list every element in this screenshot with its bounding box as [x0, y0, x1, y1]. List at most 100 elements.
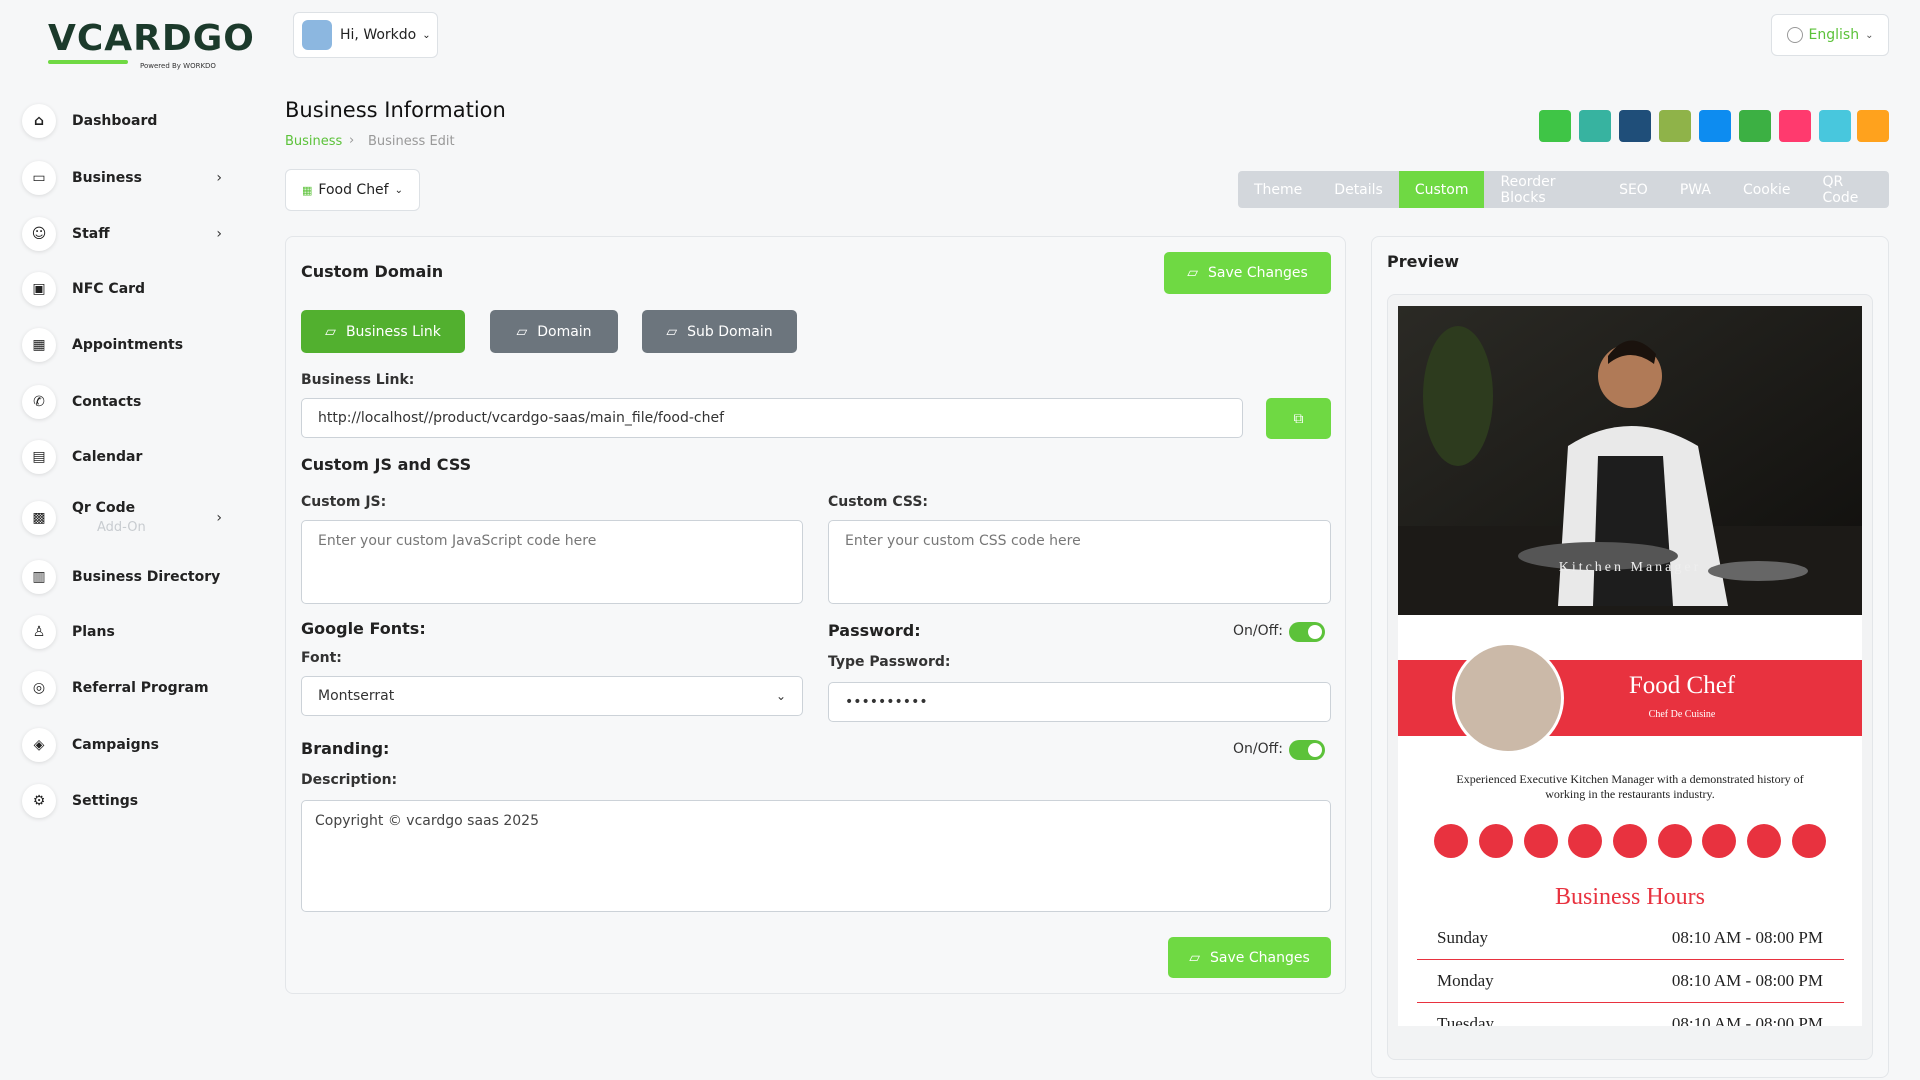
logo-underline — [48, 60, 128, 64]
page-title: Business Information — [285, 98, 506, 122]
logo-tagline: Powered By WORKDO — [140, 62, 216, 70]
menu-item[interactable]: ▦ Appointments — [22, 325, 252, 365]
menu-item[interactable]: ▩ Qr Code › — [22, 498, 252, 538]
hours-day: Monday — [1437, 971, 1494, 990]
menu-item[interactable]: ⌂ Dashboard — [22, 101, 252, 141]
menu-label: Staff — [72, 226, 110, 242]
analytics-button[interactable] — [1619, 110, 1651, 142]
toggle-label: On/Off: — [1233, 623, 1283, 639]
language: English — [1808, 27, 1860, 43]
domain-option[interactable]: ▱ Domain — [490, 310, 618, 353]
font-select[interactable]: Montserrat ⌄ — [301, 676, 803, 716]
business-link-input[interactable]: http://localhost//product/vcardgo-saas/m… — [301, 398, 1243, 438]
tab[interactable]: SEO — [1619, 181, 1648, 198]
hours-day: Tuesday — [1437, 1014, 1494, 1026]
profile-avatar — [1452, 642, 1564, 754]
hours-time: 08:10 AM - 08:00 PM — [1671, 928, 1823, 947]
button-label: Business Link — [345, 323, 441, 340]
hours-time: 08:10 AM - 08:00 PM — [1671, 971, 1823, 990]
save-button[interactable]: ▱ Save Changes — [1164, 252, 1331, 294]
hours-time: 08:10 AM - 08:00 PM — [1671, 1014, 1823, 1026]
hours-title: Business Hours — [1554, 884, 1705, 910]
social-icons — [1434, 824, 1826, 858]
delete-button[interactable] — [1779, 110, 1811, 142]
field-label: Description: — [301, 772, 398, 788]
field-label: Font: — [301, 650, 342, 666]
menu-item[interactable]: ◈ Campaigns — [22, 725, 252, 765]
section-title: Custom JS and CSS — [301, 455, 472, 474]
domain-option-active[interactable]: ▱ Business Link — [301, 310, 465, 353]
logo[interactable]: VCARDGO — [48, 18, 255, 59]
tab[interactable]: Reorder Blocks — [1500, 173, 1556, 206]
divider — [1417, 1002, 1844, 1003]
menu-label: Business Directory — [72, 569, 221, 585]
tab[interactable]: Cookie — [1742, 181, 1791, 198]
description-input[interactable]: Copyright © vcardgo saas 2025 — [301, 800, 1331, 912]
menu-label: NFC Card — [72, 281, 146, 297]
tab[interactable]: PWA — [1679, 181, 1711, 198]
profile-bio: Experienced Executive Kitchen Manager wi… — [1456, 772, 1804, 801]
business-name: Food Chef — [318, 182, 389, 198]
button-label: Save Changes — [1210, 949, 1310, 966]
vcard-preview: Kitchen Manager Food Chef Chef De Cuisin… — [1398, 306, 1862, 1026]
hours-day: Sunday — [1437, 928, 1488, 947]
avatar — [302, 20, 332, 50]
menu-item[interactable]: ⚙ Settings — [22, 781, 252, 821]
preview-title: Preview — [1387, 252, 1460, 271]
menu-label: Dashboard — [72, 113, 158, 129]
domain-option[interactable]: ▱ Sub Domain — [642, 310, 797, 353]
button-label: Sub Domain — [687, 323, 773, 340]
menu-label: Settings — [72, 793, 139, 809]
language-select[interactable]: English ⌄ — [1771, 14, 1889, 56]
menu-label: Plans — [72, 624, 115, 640]
custom-js-input[interactable]: Enter your custom JavaScript code here — [301, 520, 803, 604]
download-button[interactable] — [1819, 110, 1851, 142]
breadcrumb-current: Business Edit — [368, 134, 455, 149]
tab[interactable]: QR Code — [1822, 173, 1859, 206]
view-button[interactable] — [1857, 110, 1889, 142]
menu-item[interactable]: ▤ Calendar — [22, 437, 252, 477]
menu-label: Appointments — [72, 337, 184, 353]
menu-item[interactable]: ✆ Contacts — [22, 382, 252, 422]
field-label: Business Link: — [301, 372, 415, 388]
menu-label: Campaigns — [72, 737, 159, 753]
menu-item[interactable]: ▣ NFC Card — [22, 269, 252, 309]
section-title: Branding: — [301, 739, 390, 758]
whatsapp-button[interactable] — [1539, 110, 1571, 142]
menu-item[interactable]: ♙ Plans — [22, 612, 252, 652]
menu-label: Business — [72, 170, 142, 186]
business-select[interactable]: ▦ Food Chef ⌄ — [285, 169, 420, 211]
breadcrumb-link[interactable]: Business — [285, 134, 343, 149]
menu-item[interactable]: ☺ Staff › — [22, 214, 252, 254]
calendar-button[interactable] — [1659, 110, 1691, 142]
custom-css-input[interactable]: Enter your custom CSS code here — [828, 520, 1331, 604]
menu-item[interactable]: ◎ Referral Program — [22, 668, 252, 708]
profile-role: Chef De Cuisine — [1648, 709, 1716, 720]
font-value: Montserrat — [318, 688, 395, 704]
menu-label: Qr Code — [72, 500, 136, 516]
branding-toggle[interactable] — [1289, 740, 1325, 760]
menu-label: Referral Program — [72, 680, 209, 696]
user-menu[interactable]: Hi, Workdo ⌄ — [293, 12, 438, 58]
tab[interactable]: Details — [1334, 181, 1383, 198]
save-button[interactable]: ▱ Save Changes — [1168, 937, 1331, 978]
menu-item[interactable]: ▥ Business Directory — [22, 557, 252, 597]
hero-caption: Kitchen Manager — [1558, 560, 1702, 575]
password-input[interactable]: •••••••••• — [828, 682, 1331, 722]
password-toggle[interactable] — [1289, 622, 1325, 642]
hero-image — [1398, 306, 1862, 615]
qr-button[interactable] — [1699, 110, 1731, 142]
button-label: Domain — [537, 323, 592, 340]
menu-badge: Add-On — [97, 520, 146, 535]
section-title: Google Fonts: — [301, 619, 426, 638]
contact-button[interactable] — [1739, 110, 1771, 142]
copy-button[interactable]: ⧉ — [1266, 398, 1331, 439]
toggle-label: On/Off: — [1233, 741, 1283, 757]
menu-item[interactable]: ▭ Business › — [22, 158, 252, 198]
tab-active[interactable]: Custom — [1398, 171, 1485, 208]
menu-label: Calendar — [72, 449, 143, 465]
tab[interactable]: Theme — [1254, 181, 1303, 198]
link-button[interactable] — [1579, 110, 1611, 142]
section-title: Password: — [828, 621, 921, 640]
